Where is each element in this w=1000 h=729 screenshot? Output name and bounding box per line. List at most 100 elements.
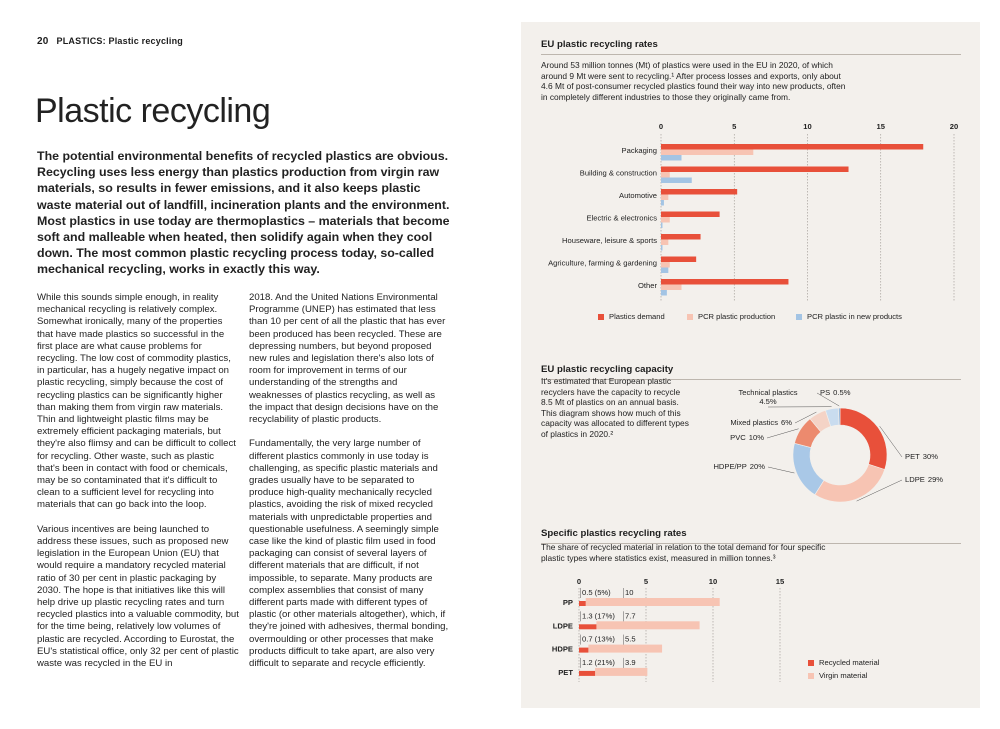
leader-line xyxy=(879,426,903,458)
chart-panel: 0 5 10 15 20 Packaging Building & construction… xyxy=(521,22,980,708)
bar xyxy=(661,284,682,290)
x-tick-label: 10 xyxy=(709,577,717,586)
bar xyxy=(661,290,667,296)
category-label: PP xyxy=(563,598,573,607)
running-header: 20 PLASTICS: Plastic recycling xyxy=(37,36,183,47)
value-label: 1.2 (21%) xyxy=(582,658,615,667)
chart-title: Specific plastics recycling rates xyxy=(541,528,961,544)
section-name: PLASTICS: Plastic recycling xyxy=(56,36,183,46)
segment-name: Technical plastics xyxy=(738,388,797,397)
category-label: Packaging xyxy=(622,146,657,155)
legend-label: Recycled material xyxy=(819,658,880,667)
segment-label: Mixed plastics 6% xyxy=(730,418,792,427)
segment-value: 10% xyxy=(749,433,764,442)
body-column: While this sounds simple enough, in real… xyxy=(37,292,239,682)
category-label: Electric & electronics xyxy=(587,214,658,223)
donut-segment xyxy=(838,407,841,426)
bar xyxy=(661,155,682,161)
category-label: Automotive xyxy=(619,191,657,200)
value-label: 10 xyxy=(625,588,633,597)
category-label: Houseware, leisure & sports xyxy=(562,236,657,245)
bar xyxy=(661,144,924,150)
bar xyxy=(661,200,664,206)
bar xyxy=(661,217,670,223)
bar-segment xyxy=(579,624,597,630)
bar xyxy=(661,166,849,172)
x-tick-label: 5 xyxy=(644,577,649,586)
legend-label: Virgin material xyxy=(819,671,868,680)
legend-label: PCR plastic in new products xyxy=(807,312,902,321)
segment-label: HDPE/PP 20% xyxy=(713,462,765,471)
bar xyxy=(661,149,754,155)
donut-segment xyxy=(814,463,886,503)
legend-label: PCR plastic production xyxy=(698,312,775,321)
x-tick-label: 0 xyxy=(659,122,663,131)
leader-line xyxy=(856,479,903,502)
segment-value: 29% xyxy=(928,475,943,484)
chart-title: EU plastic recycling capacity xyxy=(541,364,961,380)
bar xyxy=(661,267,669,273)
intro: The potential environmental benefits of … xyxy=(37,149,450,277)
bar-segment xyxy=(579,601,586,606)
x-tick-label: 15 xyxy=(776,577,785,586)
category-label: PET xyxy=(558,668,573,677)
segment-name: PVC xyxy=(730,433,746,442)
bar xyxy=(661,172,670,178)
legend-swatch xyxy=(808,673,814,679)
chart-canvas: 0 5 10 15 20 Packaging Building & construction… xyxy=(548,122,958,682)
donut-segment xyxy=(792,442,825,496)
legend-swatch xyxy=(796,314,802,320)
value-label: 0.5 (5%) xyxy=(582,588,611,597)
bar-segment xyxy=(596,621,700,630)
leader-line xyxy=(794,411,817,424)
leader-line xyxy=(816,392,840,407)
x-tick-label: 10 xyxy=(803,122,811,131)
legend-label: Plastics demand xyxy=(609,312,665,321)
segment-label: Technical plastics 4.5% xyxy=(738,388,797,406)
segment-label: LDPE 29% xyxy=(905,475,943,484)
segment-name: PS xyxy=(820,388,830,397)
bar-segment xyxy=(588,644,663,653)
segment-value: 0.5% xyxy=(833,388,851,397)
value-label: 1.3 (17%) xyxy=(582,611,615,620)
value-label: 7.7 xyxy=(625,611,636,620)
bar-segment xyxy=(579,647,589,653)
bar xyxy=(661,211,720,217)
legend-swatch xyxy=(598,314,604,320)
segment-value: 6% xyxy=(781,418,792,427)
paragraph: Fundamentally, the very large number of … xyxy=(249,438,449,670)
value-label: 5.5 xyxy=(625,635,636,644)
bar xyxy=(661,279,789,285)
chart-title: EU plastic recycling rates xyxy=(541,39,961,55)
bar-segment xyxy=(579,670,596,676)
segment-name: HDPE/PP xyxy=(713,462,746,471)
bar xyxy=(661,239,669,245)
x-tick-label: 5 xyxy=(732,122,737,131)
paragraph: Various incentives are being launched to… xyxy=(37,523,239,670)
category-label: LDPE xyxy=(553,621,573,630)
bar-segment xyxy=(595,667,648,676)
category-label: Agriculture, farming & gardening xyxy=(548,259,657,268)
bar xyxy=(661,177,692,183)
body-column: 2018. And the United Nations Environment… xyxy=(249,292,451,682)
chart-subtitle: It's estimated that European plastic rec… xyxy=(541,376,689,439)
page-number: 20 xyxy=(37,36,49,47)
segment-name: PET xyxy=(905,452,920,461)
segment-value: 30% xyxy=(923,452,938,461)
segment-value: 4.5% xyxy=(759,397,777,406)
bar-segment xyxy=(585,598,720,606)
bar xyxy=(661,194,669,200)
category-label: Building & construction xyxy=(580,169,657,178)
leader-line xyxy=(767,466,795,474)
segment-name: LDPE xyxy=(905,475,925,484)
page-title: Plastic recycling xyxy=(35,92,271,130)
segment-value: 20% xyxy=(750,462,765,471)
bar xyxy=(661,189,738,195)
paragraph: 2018. And the United Nations Environment… xyxy=(249,292,446,426)
bar xyxy=(661,245,663,251)
segment-label: PVC 10% xyxy=(730,433,764,442)
legend-swatch xyxy=(808,660,814,666)
segment-label: PET 30% xyxy=(905,452,938,461)
